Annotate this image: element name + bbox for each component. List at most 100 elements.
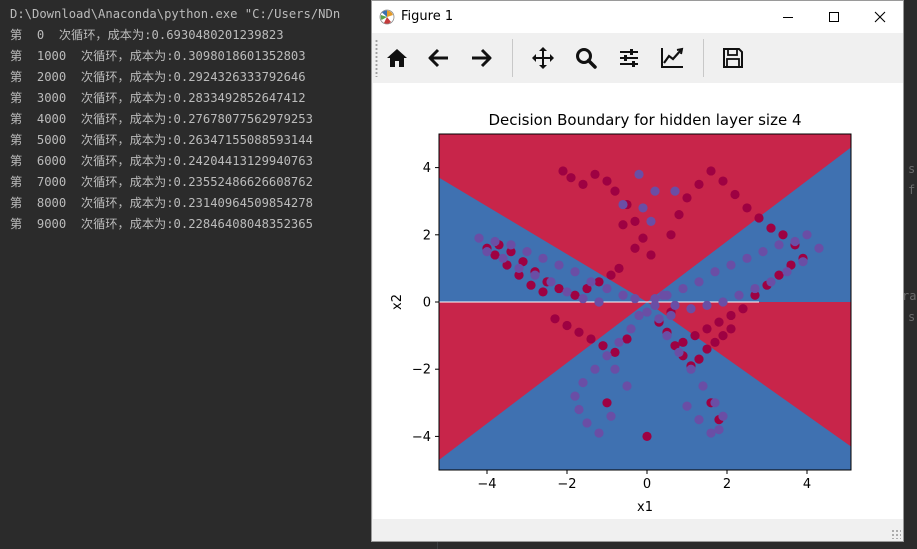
- size-grip[interactable]: [891, 529, 901, 539]
- data-point: [718, 331, 728, 341]
- x-tick-label: 2: [723, 477, 731, 492]
- data-point: [566, 173, 576, 183]
- data-point: [602, 176, 612, 186]
- data-point: [710, 267, 720, 277]
- data-point: [686, 364, 696, 374]
- y-tick-label: −2: [412, 363, 431, 378]
- decision-region-blue: [439, 302, 851, 470]
- back-arrow-icon: [428, 48, 448, 68]
- data-point: [570, 391, 580, 401]
- data-point: [578, 294, 588, 304]
- data-point: [670, 186, 680, 196]
- data-point: [562, 287, 572, 297]
- figure-canvas[interactable]: −4 −2 0 2 4 −4 −2 0 2 4 Decision Boundary for hi…: [373, 83, 903, 519]
- data-point: [738, 304, 748, 314]
- data-point: [698, 381, 708, 391]
- data-point: [630, 243, 640, 253]
- data-point: [682, 401, 692, 411]
- data-point: [574, 404, 584, 415]
- data-point: [662, 331, 672, 341]
- data-point: [670, 300, 680, 310]
- subplots-icon: [620, 49, 638, 67]
- background-fragment: ra: [902, 289, 917, 303]
- data-point: [718, 297, 728, 307]
- data-point: [650, 300, 660, 310]
- data-point: [618, 199, 628, 210]
- window-title: Figure 1: [401, 9, 454, 24]
- console-line: 第 0 次循环，成本为:0.6930480201239823: [10, 28, 284, 42]
- minimize-button[interactable]: [765, 1, 811, 33]
- data-point: [714, 317, 724, 327]
- data-point: [622, 334, 632, 344]
- zoom-button[interactable]: [569, 41, 603, 75]
- edit-axis-button[interactable]: [655, 41, 689, 75]
- data-point: [514, 270, 524, 280]
- data-point: [490, 250, 500, 260]
- close-button[interactable]: [857, 1, 903, 33]
- data-point: [622, 381, 632, 391]
- data-point: [730, 189, 740, 200]
- data-point: [570, 267, 580, 277]
- save-button[interactable]: [716, 41, 750, 75]
- data-point: [654, 314, 664, 324]
- data-point: [778, 230, 788, 240]
- chart-title: Decision Boundary for hidden layer size …: [488, 111, 801, 129]
- plot-svg: −4 −2 0 2 4 −4 −2 0 2 4 Decision Boundary for hi…: [390, 111, 852, 515]
- pan-button[interactable]: [526, 41, 560, 75]
- console-line: 第 1000 次循环，成本为:0.3098018601352803: [10, 49, 306, 63]
- edit-axis-icon: [661, 47, 684, 68]
- data-point: [694, 179, 704, 189]
- data-point: [758, 247, 768, 257]
- data-point: [518, 257, 528, 267]
- data-point: [742, 203, 752, 213]
- console-line: 第 8000 次循环，成本为:0.23140964509854278: [10, 196, 313, 210]
- console-line: 第 7000 次循环，成本为:0.23552486626608762: [10, 175, 313, 189]
- maximize-button[interactable]: [811, 1, 857, 33]
- forward-button[interactable]: [464, 41, 498, 75]
- data-point: [774, 270, 784, 280]
- home-button[interactable]: [380, 41, 414, 75]
- data-point: [726, 310, 736, 321]
- data-point: [802, 230, 812, 240]
- data-point: [634, 169, 644, 179]
- data-point: [602, 351, 612, 361]
- toolbar-grip[interactable]: [375, 39, 378, 77]
- data-point: [718, 176, 728, 186]
- data-point: [694, 354, 704, 364]
- data-point: [582, 418, 592, 428]
- data-point: [574, 327, 584, 337]
- data-point: [678, 283, 688, 294]
- status-bar: [373, 519, 903, 541]
- data-point: [570, 290, 580, 300]
- console-line: 第 5000 次循环，成本为:0.26347155088593144: [10, 133, 313, 147]
- data-point: [638, 203, 648, 213]
- console-line: 第 2000 次循环，成本为:0.2924326333792646: [10, 70, 306, 84]
- navigation-toolbar: [372, 33, 903, 83]
- console-line: 第 4000 次循环，成本为:0.27678077562979253: [10, 112, 313, 126]
- data-point: [554, 260, 564, 270]
- configure-subplots-button[interactable]: [612, 41, 646, 75]
- background-fragment: s: [908, 162, 916, 176]
- data-point: [750, 290, 760, 300]
- data-point: [550, 314, 560, 324]
- x-axis-label: x1: [637, 500, 653, 515]
- data-point: [694, 277, 704, 287]
- data-point: [482, 247, 492, 257]
- window-titlebar[interactable]: Figure 1: [372, 1, 903, 33]
- data-point: [642, 431, 652, 441]
- data-point: [618, 290, 628, 300]
- data-point: [702, 300, 712, 310]
- data-point: [674, 210, 684, 220]
- data-point: [658, 290, 668, 300]
- data-point: [706, 166, 716, 176]
- data-point: [734, 290, 744, 300]
- data-point: [594, 428, 604, 438]
- data-point: [702, 324, 712, 334]
- data-point: [666, 230, 676, 240]
- data-point: [602, 398, 612, 408]
- data-point: [562, 320, 572, 331]
- data-point: [530, 270, 540, 280]
- home-icon: [387, 49, 407, 67]
- close-icon: [874, 11, 886, 23]
- back-button[interactable]: [422, 41, 456, 75]
